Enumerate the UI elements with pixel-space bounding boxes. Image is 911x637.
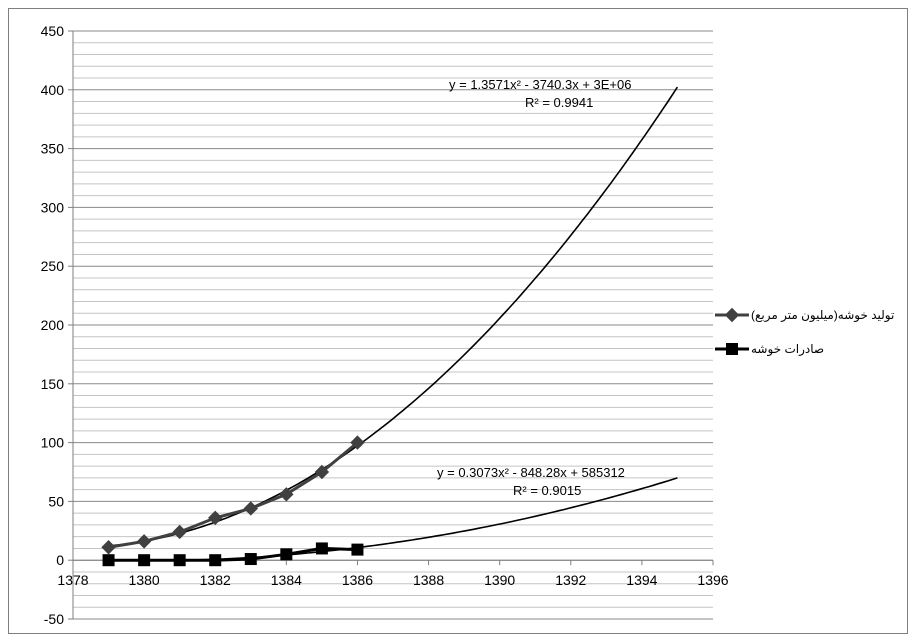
legend-label: صادرات خوشه [751, 342, 824, 357]
chart-frame: -50 0 50 100 150 200 250 300 350 400 450 1378 1380 13… [8, 8, 908, 634]
y-tick-label: 50 [48, 493, 64, 509]
axis-layer: -50 0 50 100 150 200 250 300 350 400 450 1378 1380 13… [41, 23, 729, 627]
y-tick-label: 250 [41, 258, 65, 274]
diamond-marker [172, 524, 187, 540]
square-marker [244, 553, 257, 566]
y-tick-label: 0 [56, 552, 64, 568]
trendline-equation: y = 1.3571x² - 3740.3x + 3E+06 [449, 77, 632, 92]
x-tick-label: 1388 [413, 572, 444, 588]
square-marker [173, 554, 186, 567]
y-tick-label: 300 [41, 199, 65, 215]
x-tick-label: 1396 [697, 572, 728, 588]
square-marker [351, 543, 364, 556]
diamond-marker [243, 501, 258, 516]
y-tick-label: 450 [41, 23, 65, 39]
y-tick-label: -50 [44, 611, 64, 627]
square-marker [209, 554, 222, 567]
series-line [108, 441, 359, 549]
legend-label: (میلیون متر مربع)تولید خوشه [751, 308, 894, 323]
trendline-r2: R² = 0.9941 [525, 95, 593, 110]
diamond-marker [136, 534, 152, 549]
square-marker [726, 343, 738, 355]
y-tick-label: 100 [41, 435, 65, 451]
x-tick-label: 1380 [129, 572, 160, 588]
chart-svg: -50 0 50 100 150 200 250 300 350 400 450 1378 1380 13… [41, 23, 895, 627]
diamond-marker [724, 307, 740, 323]
square-marker [138, 554, 151, 567]
y-tick-label: 200 [41, 317, 65, 333]
square-marker [315, 542, 328, 555]
diamond-marker [314, 464, 330, 480]
label-layer: y = 1.3571x² - 3740.3x + 3E+06 R² = 0.994… [437, 77, 632, 498]
y-tick-label: 350 [41, 141, 65, 157]
trendline-curve [108, 86, 679, 547]
x-tick-label: 1392 [555, 572, 586, 588]
x-tick-label: 1384 [271, 572, 302, 588]
square-marker [280, 548, 293, 561]
grid-layer [73, 30, 713, 620]
x-tick-label: 1382 [200, 572, 231, 588]
x-tick-label: 1378 [57, 572, 88, 588]
series-layer [101, 435, 365, 567]
y-tick-label: 150 [41, 376, 65, 392]
diamond-marker [350, 435, 365, 450]
x-tick-label: 1386 [342, 572, 373, 588]
y-tick-label: 400 [41, 82, 65, 98]
diamond-marker [101, 540, 116, 555]
x-tick-label: 1394 [626, 572, 657, 588]
x-tick-label: 1390 [484, 572, 515, 588]
legend: (میلیون متر مربع)تولید خوشه صادرات خوشه [715, 307, 894, 357]
diamond-marker [279, 487, 294, 502]
trendline-r2: R² = 0.9015 [513, 483, 581, 498]
trendline-equation: y = 0.3073x² - 848.28x + 585312 [437, 465, 625, 480]
diamond-marker [208, 510, 223, 526]
square-marker [102, 554, 115, 567]
